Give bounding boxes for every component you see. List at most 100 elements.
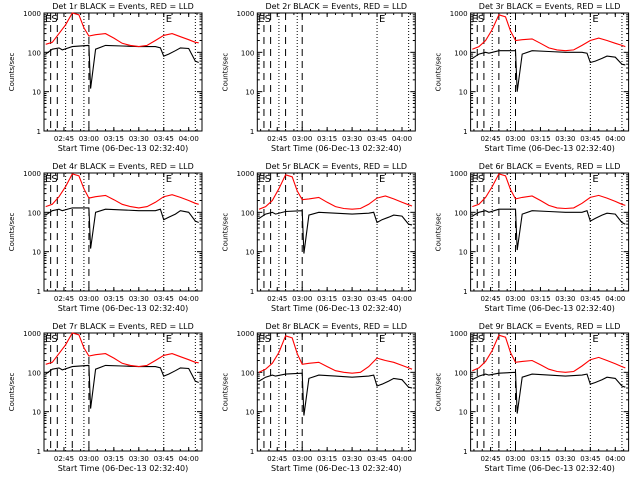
x-tick-label: 03:30	[342, 295, 362, 303]
series-events-line	[472, 371, 626, 414]
y-tick-label: 1000	[450, 10, 468, 18]
x-axis-label: Start Time (06-Dec-13 02:32:40)	[58, 144, 189, 153]
x-tick-label: 03:45	[367, 135, 387, 143]
annotation-es: ES	[45, 174, 58, 185]
x-tick-label: 02:45	[480, 455, 500, 463]
y-tick-label: 10	[32, 249, 41, 257]
series-lld-line	[45, 173, 199, 209]
x-axis-label: Start Time (06-Dec-13 02:32:40)	[58, 304, 189, 313]
series-events-line	[45, 207, 199, 249]
y-tick-label: 10	[459, 89, 468, 97]
x-tick-label: 03:00	[505, 135, 525, 143]
x-tick-label: 03:45	[154, 135, 174, 143]
x-tick-label: 02:45	[480, 135, 500, 143]
x-tick-label: 03:15	[104, 135, 124, 143]
annotation-es: ES	[472, 14, 485, 25]
x-tick-label: 02:45	[267, 295, 287, 303]
x-tick-label: 03:45	[580, 135, 600, 143]
chart-panel-8: Det 8r BLACK = Events, RED = LLD 1 10 100 10…	[221, 322, 416, 473]
plot-frame	[256, 332, 416, 452]
chart-panel-6: Det 6r BLACK = Events, RED = LLD 1 10 100 10…	[435, 162, 630, 313]
annotation-es: ES	[258, 174, 271, 185]
chart-panel-1: Det 1r BLACK = Events, RED = LLD 1 10 100 10…	[8, 2, 203, 153]
x-tick-label: 03:15	[530, 455, 550, 463]
x-tick-label: 04:00	[179, 455, 199, 463]
x-tick-label: 03:15	[317, 455, 337, 463]
x-tick-label: 03:45	[154, 455, 174, 463]
x-tick-label: 03:00	[79, 135, 99, 143]
series-events-line	[471, 50, 626, 92]
y-tick-label: 100	[241, 49, 254, 57]
series-lld-line	[258, 174, 413, 210]
x-tick-label: 03:00	[79, 295, 99, 303]
x-axis-label: Start Time (06-Dec-13 02:32:40)	[484, 304, 615, 313]
x-tick-label: 03:00	[505, 295, 525, 303]
plot-frame	[43, 332, 203, 452]
x-tick-label: 02:45	[267, 455, 287, 463]
x-axis-label: Start Time (06-Dec-13 02:32:40)	[271, 304, 402, 313]
y-tick-label: 10	[32, 409, 41, 417]
y-tick-label: 10	[459, 249, 468, 257]
x-tick-label: 04:00	[179, 295, 199, 303]
y-tick-label: 1	[37, 448, 41, 456]
annotation-e: E	[592, 174, 598, 185]
x-tick-label: 04:00	[605, 295, 625, 303]
series-lld-line	[472, 173, 626, 210]
chart-title: Det 3r BLACK = Events, RED = LLD	[479, 2, 621, 11]
chart-title: Det 7r BLACK = Events, RED = LLD	[52, 322, 194, 331]
chart-panel-4: Det 4r BLACK = Events, RED = LLD 1 10 100 10…	[8, 162, 203, 313]
x-tick-label: 03:15	[104, 455, 124, 463]
x-tick-label: 03:15	[104, 295, 124, 303]
series-events-line	[258, 372, 413, 416]
y-tick-label: 100	[28, 209, 41, 217]
chart-panel-2: Det 2r BLACK = Events, RED = LLD 1 10 100 10…	[221, 2, 416, 153]
y-tick-label: 1000	[23, 330, 41, 338]
y-tick-label: 1	[37, 128, 41, 136]
x-tick-label: 03:00	[292, 295, 312, 303]
y-tick-label: 100	[454, 49, 467, 57]
chart-title: Det 5r BLACK = Events, RED = LLD	[266, 162, 408, 171]
annotation-es: ES	[472, 334, 485, 345]
plot-frame	[43, 172, 203, 292]
annotation-e: E	[166, 14, 172, 25]
x-tick-label: 03:45	[154, 295, 174, 303]
x-tick-label: 04:00	[392, 455, 412, 463]
x-axis-label: Start Time (06-Dec-13 02:32:40)	[271, 464, 402, 473]
x-tick-label: 03:30	[555, 455, 575, 463]
x-tick-label: 03:30	[555, 295, 575, 303]
annotation-es: ES	[258, 14, 271, 25]
y-axis-label: Counts/sec	[435, 213, 443, 252]
y-tick-label: 10	[32, 89, 41, 97]
y-axis-label: Counts/sec	[8, 373, 16, 412]
series-lld-line	[472, 14, 626, 52]
x-tick-label: 02:45	[267, 135, 287, 143]
x-tick-label: 03:30	[129, 455, 149, 463]
x-tick-label: 03:30	[342, 135, 362, 143]
y-axis-label: Counts/sec	[221, 213, 229, 252]
annotation-es: ES	[472, 174, 485, 185]
x-tick-label: 03:15	[530, 135, 550, 143]
x-axis-label: Start Time (06-Dec-13 02:32:40)	[484, 144, 615, 153]
y-tick-label: 100	[454, 209, 467, 217]
plot-frame	[470, 332, 630, 452]
series-lld-line	[472, 334, 626, 373]
x-tick-label: 02:45	[54, 455, 74, 463]
y-tick-label: 1	[463, 448, 467, 456]
chart-panel-9: Det 9r BLACK = Events, RED = LLD 1 10 100 10…	[435, 322, 630, 473]
plot-frame	[256, 172, 416, 292]
y-tick-label: 10	[245, 89, 254, 97]
series-lld-line	[45, 12, 199, 48]
x-tick-label: 03:45	[580, 455, 600, 463]
x-tick-label: 03:00	[505, 455, 525, 463]
series-lld-line	[258, 335, 413, 374]
plot-frame	[43, 12, 203, 132]
y-tick-label: 1	[463, 128, 467, 136]
annotation-e: E	[379, 334, 385, 345]
y-tick-label: 100	[241, 369, 254, 377]
chart-panel-5: Det 5r BLACK = Events, RED = LLD 1 10 100 10…	[221, 162, 416, 313]
annotation-e: E	[166, 174, 172, 185]
series-events-line	[472, 208, 626, 251]
x-tick-label: 04:00	[605, 135, 625, 143]
y-tick-label: 1000	[450, 330, 468, 338]
